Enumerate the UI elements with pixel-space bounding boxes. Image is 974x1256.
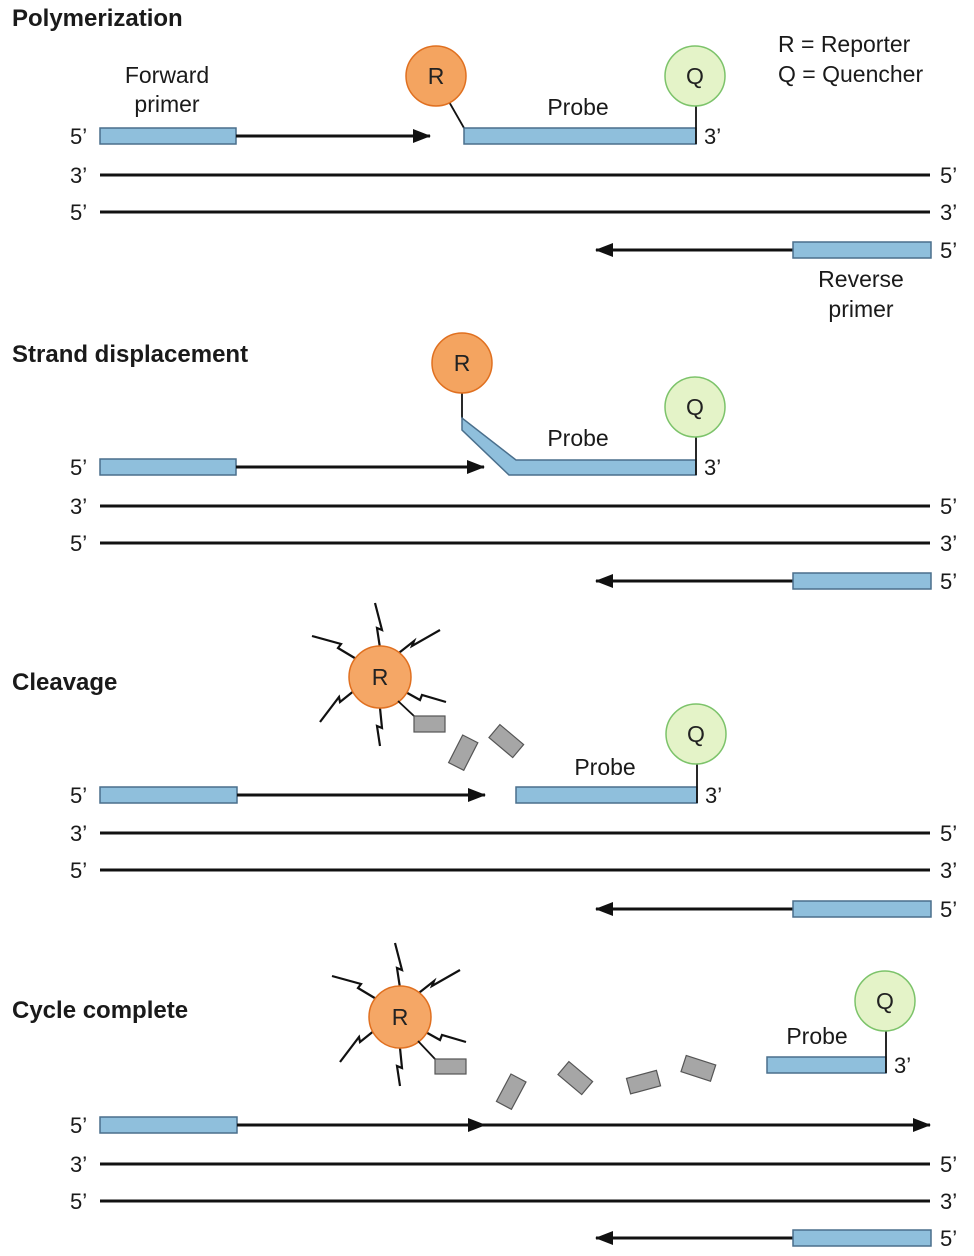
quencher-icon [664,376,726,438]
quencher-icon [854,970,916,1032]
reverse-primer-label-line1: Reverse [818,266,904,292]
five-prime-label: 5’ [70,1189,87,1214]
probe-fragment [625,1069,662,1095]
quencher-letter: Q [876,988,894,1014]
reverse-primer [792,900,932,918]
five-prime-label: 5’ [940,569,957,594]
reporter-letter: R [392,1004,409,1030]
reporter-letter: R [428,63,445,89]
fluorescence-bolts [311,602,447,747]
three-prime-label: 3’ [940,531,957,556]
five-prime-label: 5’ [70,1113,87,1138]
panel-title: Strand displacement [12,341,248,368]
five-prime-label: 5’ [70,455,87,480]
three-prime-label: 3’ [70,1152,87,1177]
probe-fragment [434,1058,467,1075]
five-prime-label: 5’ [70,124,87,149]
five-prime-label: 5’ [70,858,87,883]
three-prime-label: 3’ [894,1053,911,1078]
probe-fragment [413,715,446,733]
probe [766,1056,887,1074]
reverse-primer [792,572,932,590]
five-prime-label: 5’ [940,1152,957,1177]
probe-fragment [680,1054,717,1082]
reverse-primer [792,241,932,259]
three-prime-label: 3’ [70,494,87,519]
panel-strand-displacement: Strand displacement 5’ R Probe Q 3’ 3’ 5… [12,332,957,594]
reporter-icon [368,985,432,1049]
five-prime-label: 5’ [940,494,957,519]
reporter-icon [405,45,467,107]
three-prime-label: 3’ [705,783,722,808]
three-prime-label: 3’ [704,455,721,480]
five-prime-label: 5’ [70,200,87,225]
quencher-icon [664,45,726,107]
legend-reporter: R = Reporter [778,31,911,57]
five-prime-label: 5’ [940,1226,957,1251]
forward-primer [99,127,237,145]
five-prime-label: 5’ [940,238,957,263]
five-prime-label: 5’ [940,163,957,188]
five-prime-label: 5’ [70,783,87,808]
probe [463,127,697,145]
three-prime-label: 3’ [940,1189,957,1214]
three-prime-label: 3’ [940,858,957,883]
reverse-primer-label-line2: primer [828,296,894,322]
quencher-icon [665,703,727,765]
panel-title: Cleavage [12,669,117,696]
panel-title: Cycle complete [12,997,188,1024]
reporter-linker [447,99,465,129]
five-prime-label: 5’ [940,897,957,922]
forward-primer [99,786,238,804]
reporter-letter: R [454,350,471,376]
five-prime-label: 5’ [940,821,957,846]
reporter-letter: R [372,664,389,690]
three-prime-label: 3’ [704,124,721,149]
probe [515,786,698,804]
panel-cycle-complete: Cycle complete R Probe Q 3’ 5’ 3’ 5’ 5’ [12,942,957,1251]
quencher-letter: Q [687,721,705,747]
probe-fragment [557,1060,594,1096]
three-prime-label: 3’ [940,200,957,225]
panel-title: Polymerization [12,5,183,32]
forward-primer [99,458,237,476]
reporter-icon [348,645,412,709]
probe-label: Probe [786,1023,847,1049]
panel-polymerization: Polymerization Forward primer 5’ R Probe… [12,5,957,322]
probe-label: Probe [547,425,608,451]
forward-primer [99,1116,238,1134]
panel-cleavage: Cleavage R 5’ Probe Q 3’ 3’ 5’ 5’ 3’ [12,602,957,922]
legend-quencher: Q = Quencher [778,61,923,87]
quencher-letter: Q [686,63,704,89]
probe-fragment [447,734,479,772]
probe-label: Probe [574,754,635,780]
three-prime-label: 3’ [70,821,87,846]
reporter-linker [397,700,415,717]
fluorescence-bolts [331,942,467,1087]
three-prime-label: 3’ [70,163,87,188]
forward-primer-label-line1: Forward [125,62,209,88]
reporter-icon [431,332,493,394]
probe-fragment [495,1073,527,1111]
forward-primer-label-line2: primer [134,91,200,117]
probe-fragment [488,723,525,759]
reverse-primer [792,1229,932,1247]
probe-label: Probe [547,94,608,120]
five-prime-label: 5’ [70,531,87,556]
quencher-letter: Q [686,394,704,420]
reporter-linker [417,1040,436,1060]
